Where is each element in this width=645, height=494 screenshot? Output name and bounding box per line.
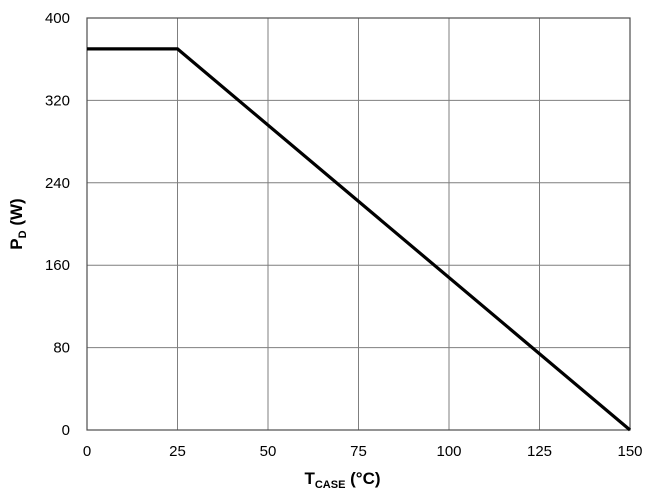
y-axis-title: PD (W): [7, 198, 29, 249]
y-tick-labels: 0 80 160 240 320 400: [45, 10, 70, 439]
grid: [86, 17, 631, 431]
y-tick-label: 80: [53, 340, 70, 357]
x-tick-label: 150: [617, 443, 642, 460]
series-layer: [87, 47, 632, 432]
x-tick-label: 100: [436, 443, 461, 460]
y-tick-label: 400: [45, 10, 70, 27]
y-axis-title-main: P: [7, 238, 26, 249]
plot-frame: [86, 17, 631, 431]
x-axis-title-unit: (°C): [345, 469, 380, 488]
x-axis-title-main: T: [304, 469, 315, 488]
x-tick-label: 0: [83, 443, 91, 460]
x-axis-title: TCASE (°C): [304, 469, 380, 491]
x-tick-labels: 0 25 50 75 100 125 150: [83, 443, 643, 460]
x-tick-label: 50: [260, 443, 277, 460]
y-axis-title-unit: (W): [7, 198, 26, 230]
x-tick-label: 75: [350, 443, 367, 460]
y-tick-label: 0: [62, 422, 70, 439]
x-axis-title-subscript: CASE: [315, 479, 346, 491]
y-tick-label: 320: [45, 92, 70, 109]
y-tick-label: 240: [45, 175, 70, 192]
series-line: [87, 47, 632, 432]
y-tick-label: 160: [45, 257, 70, 274]
y-axis-title-subscript: D: [17, 230, 29, 238]
x-tick-label: 25: [169, 443, 186, 460]
x-tick-label: 125: [527, 443, 552, 460]
